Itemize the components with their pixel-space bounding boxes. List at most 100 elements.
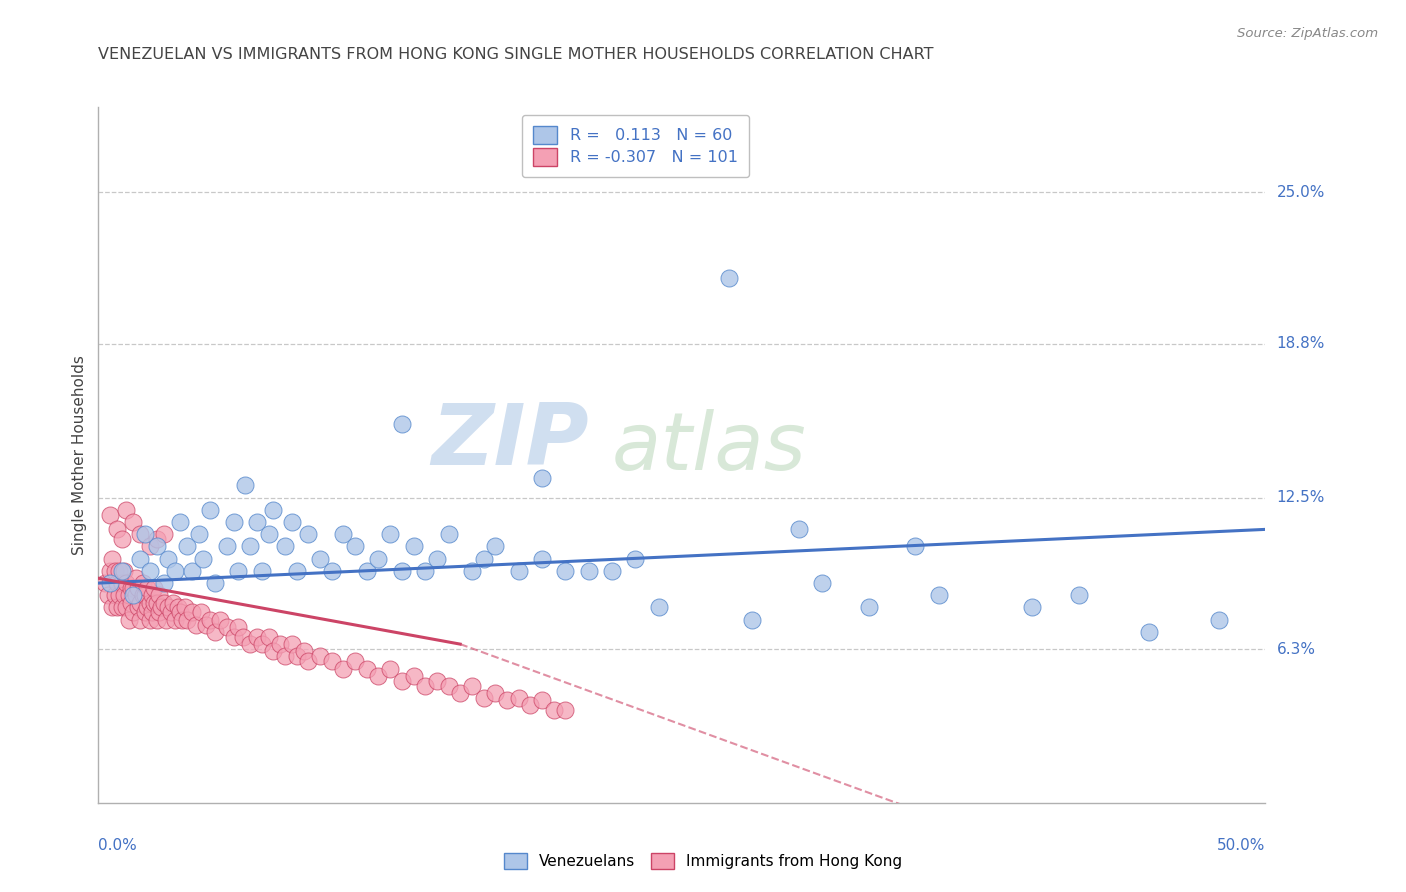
Text: 50.0%: 50.0% <box>1218 838 1265 853</box>
Point <box>101 551 124 566</box>
Point <box>391 417 413 432</box>
Point <box>426 673 449 688</box>
Point <box>176 540 198 554</box>
Point <box>159 606 181 620</box>
Point <box>449 686 471 700</box>
Point <box>134 588 156 602</box>
Point <box>98 508 121 522</box>
Point <box>132 576 155 591</box>
Point <box>180 606 202 620</box>
Point <box>194 617 217 632</box>
Point <box>148 588 170 602</box>
Text: 6.3%: 6.3% <box>1277 641 1316 657</box>
Point <box>215 540 238 554</box>
Legend: R =   0.113   N = 60, R = -0.307   N = 101: R = 0.113 N = 60, R = -0.307 N = 101 <box>522 115 749 177</box>
Point <box>222 630 245 644</box>
Point <box>262 644 284 658</box>
Point <box>98 564 121 578</box>
Text: VENEZUELAN VS IMMIGRANTS FROM HONG KONG SINGLE MOTHER HOUSEHOLDS CORRELATION CHA: VENEZUELAN VS IMMIGRANTS FROM HONG KONG … <box>98 47 934 62</box>
Point <box>554 564 576 578</box>
Point <box>139 596 162 610</box>
Point <box>200 613 222 627</box>
Point <box>94 576 117 591</box>
Point <box>858 600 880 615</box>
Point <box>600 564 623 578</box>
Point <box>105 522 128 536</box>
Point <box>239 637 262 651</box>
Point <box>292 644 315 658</box>
Point <box>285 649 308 664</box>
Point <box>122 606 145 620</box>
Point <box>367 551 389 566</box>
Text: 12.5%: 12.5% <box>1277 490 1324 505</box>
Point <box>309 551 332 566</box>
Point <box>187 527 209 541</box>
Point <box>152 596 174 610</box>
Point <box>1137 624 1160 639</box>
Point <box>741 613 763 627</box>
Point <box>152 527 174 541</box>
Point <box>281 515 304 529</box>
Point <box>115 576 138 591</box>
Point <box>1208 613 1230 627</box>
Point <box>250 564 273 578</box>
Point <box>367 669 389 683</box>
Point <box>495 693 517 707</box>
Point <box>344 540 367 554</box>
Point <box>105 576 128 591</box>
Point <box>139 540 162 554</box>
Point <box>274 649 297 664</box>
Point <box>904 540 927 554</box>
Point <box>139 564 162 578</box>
Point <box>155 613 177 627</box>
Point <box>112 564 135 578</box>
Point <box>193 551 215 566</box>
Point <box>530 471 553 485</box>
Point <box>508 690 530 705</box>
Point <box>461 679 484 693</box>
Point <box>136 581 159 595</box>
Point <box>321 654 343 668</box>
Legend: Venezuelans, Immigrants from Hong Kong: Venezuelans, Immigrants from Hong Kong <box>498 847 908 875</box>
Point <box>134 527 156 541</box>
Point <box>356 661 378 675</box>
Point <box>176 613 198 627</box>
Point <box>105 600 128 615</box>
Point <box>215 620 238 634</box>
Point <box>134 606 156 620</box>
Point <box>437 679 460 693</box>
Point <box>146 532 169 546</box>
Point <box>624 551 647 566</box>
Point <box>228 620 250 634</box>
Point <box>101 600 124 615</box>
Point <box>257 630 280 644</box>
Text: ZIP: ZIP <box>430 400 589 483</box>
Point <box>472 551 495 566</box>
Point <box>157 551 180 566</box>
Point <box>190 606 212 620</box>
Point <box>172 613 194 627</box>
Point <box>402 540 425 554</box>
Point <box>239 540 262 554</box>
Point <box>391 564 413 578</box>
Point <box>180 564 202 578</box>
Point <box>165 613 187 627</box>
Point <box>285 564 308 578</box>
Point <box>519 698 541 713</box>
Point <box>115 503 138 517</box>
Point <box>127 581 149 595</box>
Point <box>647 600 669 615</box>
Point <box>257 527 280 541</box>
Point <box>204 576 226 591</box>
Point <box>356 564 378 578</box>
Point <box>437 527 460 541</box>
Point <box>111 576 134 591</box>
Point <box>165 564 187 578</box>
Point <box>152 576 174 591</box>
Point <box>378 661 402 675</box>
Point <box>332 527 354 541</box>
Point <box>1021 600 1043 615</box>
Point <box>246 515 269 529</box>
Point <box>136 600 159 615</box>
Point <box>246 630 269 644</box>
